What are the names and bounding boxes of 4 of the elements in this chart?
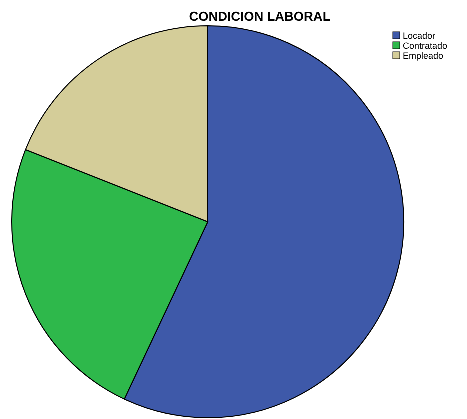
legend-label: Contratado: [403, 41, 448, 51]
chart-title: CONDICION LABORAL: [189, 9, 331, 24]
legend-label: Empleado: [403, 51, 444, 61]
legend-label: Locador: [403, 31, 436, 41]
